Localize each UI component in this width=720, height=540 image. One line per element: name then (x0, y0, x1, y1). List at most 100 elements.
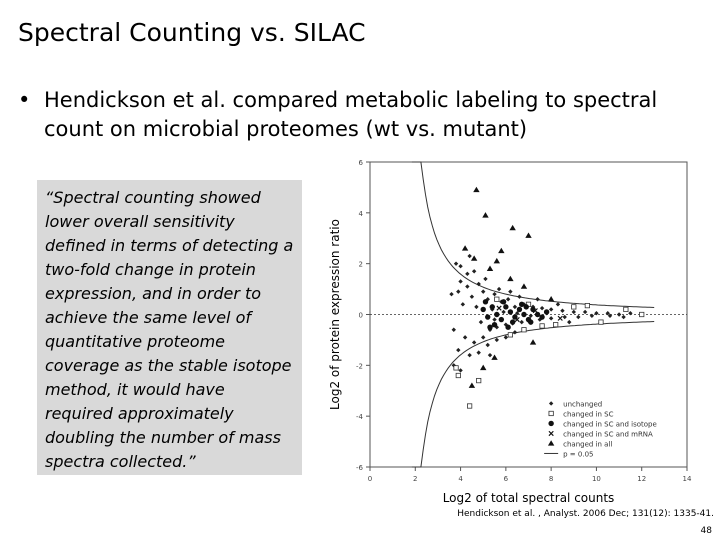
data-point-triangle (525, 232, 532, 238)
data-point-circle (543, 309, 550, 315)
y-tick-label: 0 (359, 312, 363, 320)
data-point-circle (523, 304, 529, 310)
data-point-diamond (481, 335, 486, 340)
legend-marker (548, 420, 554, 427)
data-point-diamond (483, 276, 488, 282)
data-point-diamond (456, 289, 461, 294)
data-point-diamond (487, 352, 493, 358)
data-point-circle (521, 311, 527, 318)
data-point-diamond (589, 313, 595, 318)
data-point-diamond (508, 289, 513, 294)
data-point-diamond (471, 340, 477, 345)
data-point-square-open (476, 377, 482, 384)
data-point-diamond (621, 314, 626, 320)
data-point-diamond (476, 281, 481, 287)
data-point-triangle (480, 364, 487, 371)
data-point-diamond (485, 342, 490, 348)
data-point-circle (480, 306, 486, 313)
data-point-triangle (529, 339, 537, 345)
x-tick-label: 4 (458, 475, 463, 483)
data-point-diamond (505, 297, 511, 302)
data-point-circle (489, 304, 495, 310)
data-point-diamond (460, 302, 466, 307)
data-point-diamond (465, 284, 470, 289)
data-point-triangle (486, 265, 494, 271)
data-point-square-open (639, 311, 645, 318)
data-point-x (532, 308, 538, 314)
data-point-diamond (496, 286, 502, 292)
data-point-diamond (458, 368, 463, 373)
data-point-circle (534, 311, 541, 318)
data-point-square-open (521, 327, 527, 333)
data-point-x (557, 315, 563, 321)
x-axis-label: Log2 of total spectral counts (443, 491, 615, 505)
data-point-circle (505, 324, 511, 330)
data-point-circle (500, 299, 507, 305)
data-point-diamond (562, 314, 567, 320)
data-point-diamond (607, 313, 613, 318)
data-point-circle (494, 311, 500, 318)
data-point-circle (516, 306, 523, 313)
legend-label: changed in SC and mRNA (563, 430, 653, 438)
data-point-diamond (453, 261, 459, 266)
data-point-diamond (582, 309, 588, 315)
data-point-square-open (453, 365, 459, 371)
p-envelope-upper (411, 161, 655, 308)
data-point-diamond (560, 308, 565, 313)
data-point-square-open (455, 372, 461, 379)
scatter-chart: 0 2 4 6 8 10 12 14 -6 -4 -2 0 2 4 6 Log2 of total spect… (328, 159, 692, 505)
x-tick-label: 8 (549, 475, 553, 483)
data-point-circle (519, 301, 525, 308)
data-point-diamond (548, 307, 554, 312)
data-point-triangle (470, 255, 478, 261)
data-point-diamond (567, 319, 572, 325)
data-point-triangle (509, 224, 516, 231)
data-point-circle (509, 319, 516, 325)
data-point-square-open (584, 303, 590, 309)
data-point-diamond (449, 291, 454, 297)
legend-label: p = 0.05 (563, 450, 593, 458)
data-point-diamond (467, 352, 472, 358)
data-point-square-open (598, 319, 604, 325)
p-envelope-lower (411, 321, 655, 468)
data-point-square-open (571, 304, 577, 310)
legend-label: changed in all (563, 440, 612, 448)
legend-label: changed in SC and isotope (563, 420, 657, 428)
data-point-circle (539, 314, 545, 320)
data-point-circle (503, 304, 509, 310)
x-tick-label: 14 (683, 475, 692, 483)
citation: Hendickson et al. , Analyst. 2006 Dec; 1… (457, 509, 714, 519)
bullet-marker: • (18, 88, 31, 112)
data-point-triangle (498, 247, 505, 254)
data-point-diamond (476, 350, 481, 355)
bullet-point: • Hendickson et al. compared metabolic l… (18, 86, 698, 144)
data-point-x (496, 305, 502, 311)
data-point-diamond (478, 319, 484, 325)
data-point-diamond (503, 335, 509, 340)
data-point-diamond (539, 305, 545, 311)
data-point-diamond (456, 347, 461, 353)
data-point-triangle (468, 382, 476, 388)
data-point-diamond (605, 311, 610, 316)
slide-title: Spectral Counting vs. SILAC (18, 18, 366, 47)
y-tick-label: 6 (359, 159, 364, 167)
data-point-diamond (465, 271, 470, 277)
data-point-diamond (469, 294, 475, 299)
data-point-diamond (571, 309, 576, 315)
data-point-triangle (473, 186, 480, 193)
x-tick-label: 2 (413, 475, 417, 483)
y-tick-label: 2 (359, 261, 363, 269)
data-point-circle (507, 309, 514, 315)
data-point-triangle (507, 275, 514, 282)
data-point-diamond (467, 253, 472, 259)
data-point-square-open (507, 332, 513, 338)
data-point-circle (485, 314, 491, 320)
legend-marker (548, 410, 554, 417)
data-point-triangle (491, 354, 498, 360)
data-point-square-open (623, 306, 629, 313)
data-point-diamond (501, 309, 506, 315)
data-point-diamond (594, 311, 599, 316)
data-point-circle (491, 321, 498, 328)
data-point-diamond (462, 335, 468, 340)
data-point-diamond (517, 294, 522, 299)
